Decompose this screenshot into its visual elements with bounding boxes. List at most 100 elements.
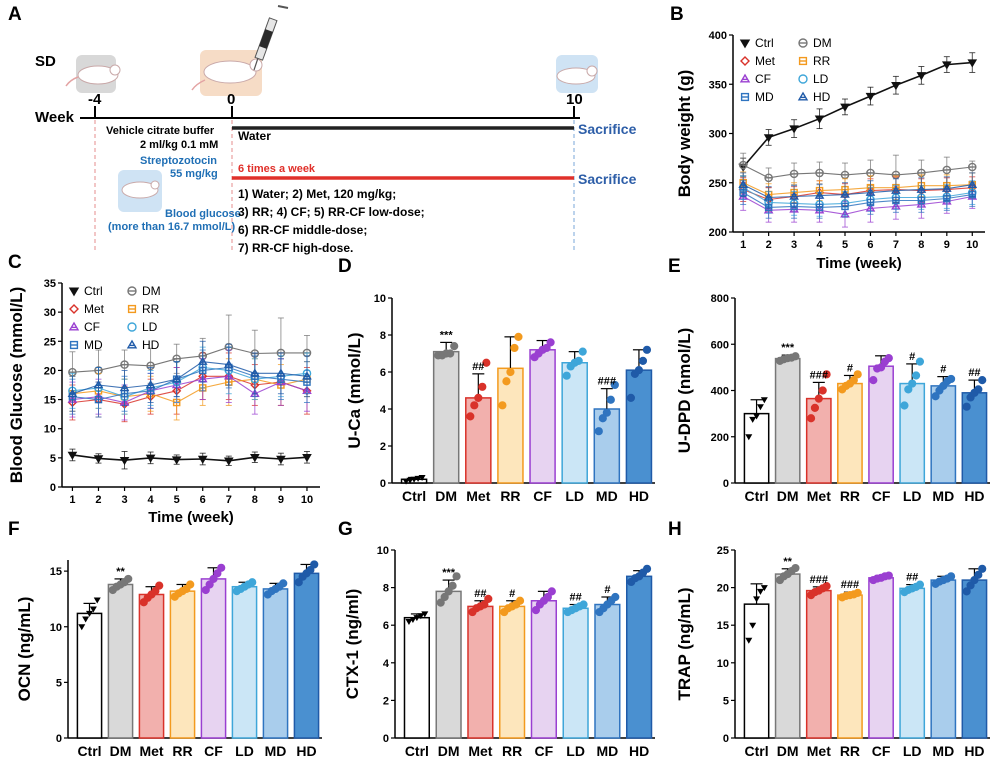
data-point <box>89 606 97 613</box>
data-point <box>450 342 459 351</box>
data-point <box>421 611 429 618</box>
data-point <box>763 134 774 143</box>
x-tick-label: 9 <box>944 239 950 251</box>
data-point <box>306 565 315 575</box>
legend-item: RR <box>798 54 831 68</box>
category-label: MD <box>265 743 287 759</box>
x-tick-label: 8 <box>918 239 924 251</box>
data-point <box>119 456 130 466</box>
legend-label: Ctrl <box>84 284 103 298</box>
x-tick-label: 7 <box>893 239 899 251</box>
legend-label: MD <box>755 90 774 104</box>
data-point <box>155 581 164 590</box>
data-point <box>791 352 800 361</box>
data-point <box>915 580 925 589</box>
data-point <box>942 165 952 175</box>
y-tick-label: 4 <box>380 404 387 416</box>
legend-marker <box>127 304 137 314</box>
timepoint-label: 0 <box>227 91 235 108</box>
bar <box>403 616 431 739</box>
bar <box>743 603 770 739</box>
panel-label-a: A <box>8 4 22 25</box>
significance-label: ## <box>968 367 980 379</box>
series-dm <box>68 314 312 394</box>
data-point <box>908 379 917 388</box>
data-point <box>884 354 893 363</box>
y-tick-label: 0 <box>383 733 389 745</box>
rat-image-stz <box>118 170 162 212</box>
bar <box>868 577 894 739</box>
series-line <box>72 366 308 401</box>
data-point <box>756 404 764 411</box>
data-point <box>410 476 418 483</box>
data-point <box>250 454 260 463</box>
bar-group-md: # MD <box>594 584 621 759</box>
bar <box>262 588 289 739</box>
legend-item: DM <box>798 36 832 50</box>
bar-group-md: MD <box>262 579 289 759</box>
data-point <box>849 375 858 385</box>
significance-label: # <box>847 362 853 374</box>
y-tick-label: 15 <box>50 566 62 578</box>
legend-label: Met <box>755 54 776 68</box>
bar <box>805 397 832 484</box>
series-line <box>72 346 307 373</box>
bar-group-cf: CF <box>529 338 556 504</box>
data-point <box>171 374 182 383</box>
panel-a-schematic: A SD Week -4 <box>8 4 637 255</box>
data-point <box>409 617 417 624</box>
data-point <box>904 385 913 394</box>
data-point <box>294 578 303 587</box>
bar <box>465 397 492 484</box>
series-line <box>742 184 973 199</box>
data-point <box>745 434 753 441</box>
group-list-item: 6) RR-CF middle-dose; <box>238 223 367 237</box>
series-hd <box>738 172 978 209</box>
data-point <box>891 185 901 194</box>
y-axis-title: TRAP (ng/mL) <box>675 587 694 700</box>
data-point <box>446 349 455 358</box>
legend-marker <box>798 56 808 66</box>
data-point <box>753 596 761 603</box>
significance-label: ## <box>570 592 582 604</box>
legend-label: RR <box>142 302 160 316</box>
y-tick-label: 600 <box>711 339 729 351</box>
water-label: Water <box>238 129 271 143</box>
series-rr <box>68 358 311 421</box>
y-tick-label: 10 <box>377 545 389 557</box>
category-label: CF <box>533 488 552 504</box>
data-point <box>250 368 260 377</box>
data-point <box>822 370 831 379</box>
panel-f-bar-chart: F 0 5 10 15 OCN (ng/mL) Ctrl ** DM Met RR CF LD MD HD <box>8 519 322 759</box>
bar-group-rr: # RR <box>837 362 863 504</box>
category-label: Ctrl <box>745 488 769 504</box>
category-label: CF <box>872 488 891 504</box>
x-tick-label: 4 <box>816 239 823 251</box>
y-tick-label: 10 <box>717 658 729 670</box>
data-point <box>738 160 748 170</box>
category-label: DM <box>777 743 799 759</box>
significance-label: ### <box>598 376 616 388</box>
panel-label-g: G <box>338 519 353 540</box>
category-label: LD <box>903 488 922 504</box>
x-tick-label: 10 <box>301 494 313 506</box>
bar-group-md: # MD <box>930 364 957 504</box>
series-met <box>67 352 312 423</box>
bar-group-ld: ## LD <box>899 572 926 759</box>
panel-d-bar-chart: D 0 2 4 6 8 10 U-Ca (mmol/L) Ctrl *** DM ## Met RR CF L… <box>338 256 655 504</box>
bar-group-ld: # LD <box>899 351 926 504</box>
legend-item: HD <box>126 338 160 352</box>
y-tick-label: 15 <box>44 395 56 407</box>
data-point <box>814 115 825 124</box>
bar-group-met: ### Met <box>805 369 832 504</box>
bar-group-cf: CF <box>530 587 558 759</box>
bar <box>498 605 526 739</box>
data-point <box>574 356 583 365</box>
legend-item: MD <box>69 338 103 352</box>
data-point <box>506 367 515 377</box>
data-point <box>546 338 555 347</box>
bar <box>293 572 320 739</box>
bar <box>562 607 589 739</box>
